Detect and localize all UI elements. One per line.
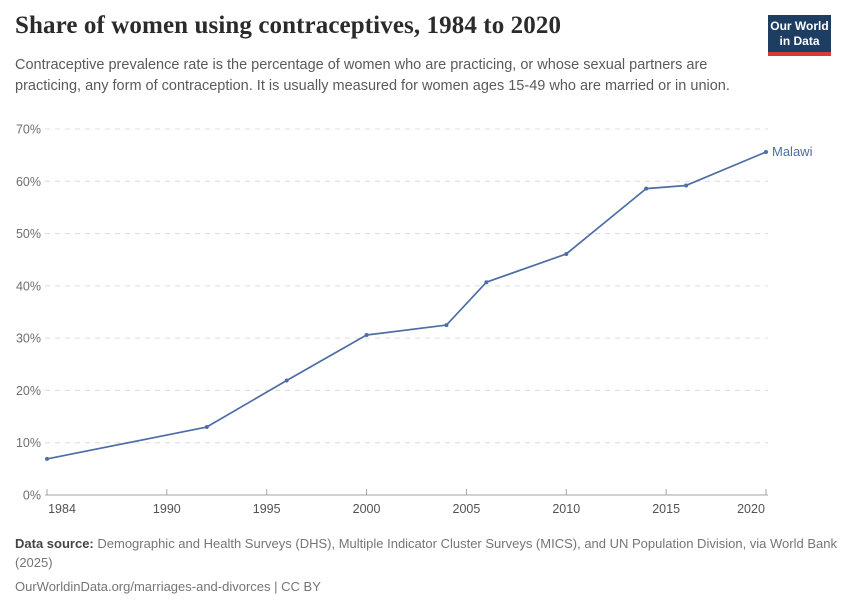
owid-logo-text: Our World in Data [768, 15, 831, 52]
data-point[interactable] [764, 150, 768, 155]
data-point[interactable] [644, 186, 649, 191]
line-chart-area[interactable]: 0% 10% 20% 30% 40% 50% 60% 70% 1984 1990 1995 2000 2… [0, 118, 850, 530]
data-point[interactable] [204, 425, 209, 430]
y-axis-label: 10% [16, 436, 41, 450]
x-axis-label: 1995 [253, 502, 281, 516]
chart-footer: Data source: Demographic and Health Surv… [15, 534, 837, 596]
data-point[interactable] [684, 183, 689, 188]
data-point[interactable] [484, 280, 489, 285]
y-axis-label: 20% [16, 384, 41, 398]
owid-url-link[interactable]: OurWorldinData.org/marriages-and-divorce… [15, 579, 271, 594]
owid-logo-red-bar [768, 52, 831, 56]
y-axis-label: 30% [16, 332, 41, 346]
x-axis-label: 2000 [353, 502, 381, 516]
license-label: CC BY [281, 579, 321, 594]
y-axis-label: 60% [16, 175, 41, 189]
malawi-series-line [46, 151, 767, 460]
data-point[interactable] [45, 456, 49, 461]
line-chart-svg[interactable]: 0% 10% 20% 30% 40% 50% 60% 70% 1984 1990 1995 2000 2… [0, 118, 850, 530]
data-source-label: Data source: [15, 536, 94, 551]
x-axis-label: 2015 [652, 502, 680, 516]
owid-logo-line1: Our World [770, 19, 829, 33]
y-axis-label: 70% [16, 123, 41, 137]
x-axis-label: 2005 [453, 502, 481, 516]
y-axis-label: 50% [16, 227, 41, 241]
x-axis-label: 1990 [153, 502, 181, 516]
x-axis-label: 1984 [48, 502, 76, 516]
data-source-text: Demographic and Health Surveys (DHS), Mu… [15, 536, 837, 570]
divider: | [274, 579, 278, 594]
data-point[interactable] [364, 333, 369, 338]
license-line: OurWorldinData.org/marriages-and-divorce… [15, 577, 837, 596]
y-axis-label: 0% [23, 489, 41, 503]
x-axis-label: 2010 [552, 502, 580, 516]
data-point[interactable] [444, 323, 449, 328]
x-axis-label: 2020 [737, 502, 765, 516]
entity-label-malawi[interactable]: Malawi [772, 144, 813, 159]
data-point[interactable] [564, 251, 569, 256]
owid-logo[interactable]: Our World in Data [768, 15, 831, 56]
data-point[interactable] [284, 378, 289, 383]
chart-subtitle: Contraceptive prevalence rate is the per… [15, 57, 730, 94]
y-axis-label: 40% [16, 279, 41, 293]
owid-logo-line2: in Data [779, 34, 820, 48]
data-source-line: Data source: Demographic and Health Surv… [15, 534, 837, 572]
page-title: Share of women using contraceptives, 198… [15, 12, 562, 39]
